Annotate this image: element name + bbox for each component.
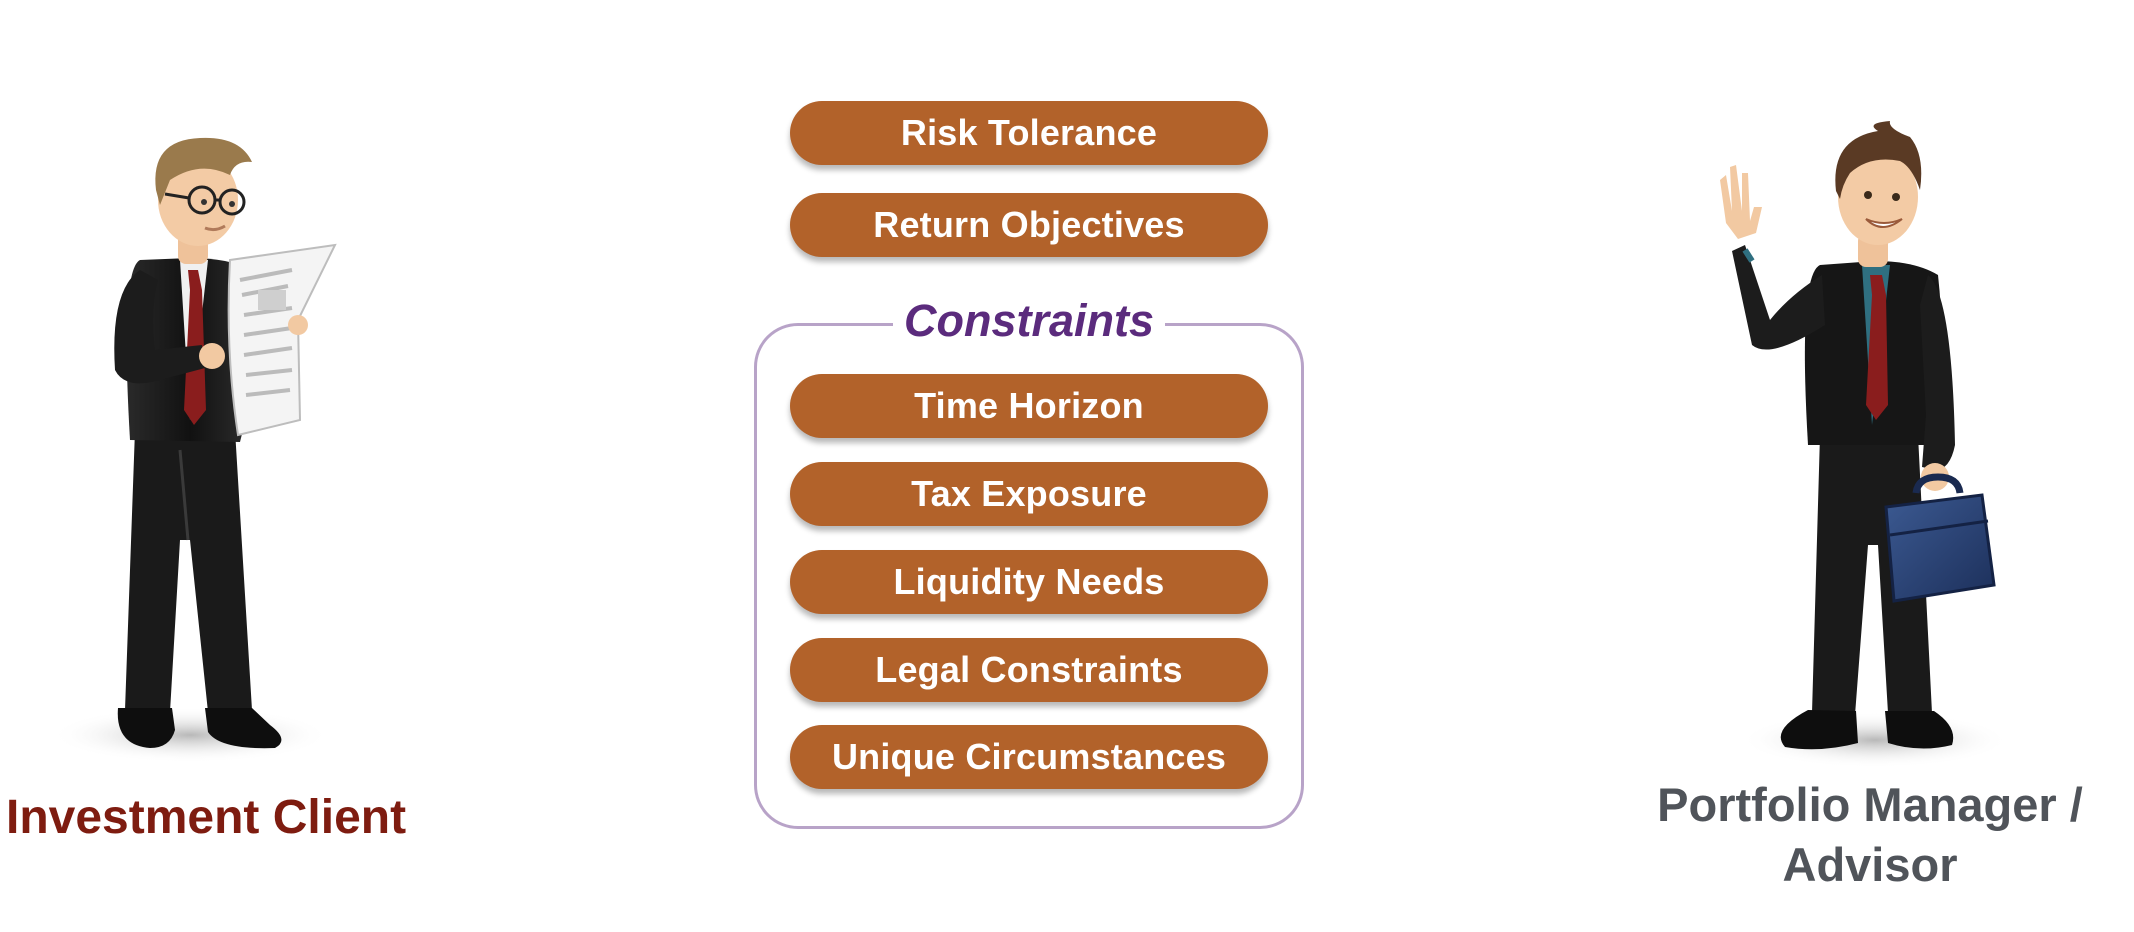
constraints-title: Constraints: [893, 290, 1165, 352]
pill-legal-constraints: Legal Constraints: [790, 638, 1268, 702]
pill-time-horizon: Time Horizon: [790, 374, 1268, 438]
advisor-label-line1: Portfolio Manager /: [1657, 778, 2083, 831]
ground-shadow: [50, 707, 330, 763]
advisor-figure-icon: [1720, 121, 2010, 768]
advisor-label-line2: Advisor: [1782, 838, 1958, 891]
pill-return-objectives: Return Objectives: [790, 193, 1268, 257]
pill-unique-circumstances: Unique Circumstances: [790, 725, 1268, 789]
ground-shadow: [1740, 712, 2010, 768]
advisor-label: Portfolio Manager / Advisor: [1620, 775, 2120, 895]
client-label: Investment Client: [6, 791, 407, 844]
pill-tax-exposure: Tax Exposure: [790, 462, 1268, 526]
pill-liquidity-needs: Liquidity Needs: [790, 550, 1268, 614]
pill-risk-tolerance: Risk Tolerance: [790, 101, 1268, 165]
client-figure-icon: [50, 137, 337, 763]
